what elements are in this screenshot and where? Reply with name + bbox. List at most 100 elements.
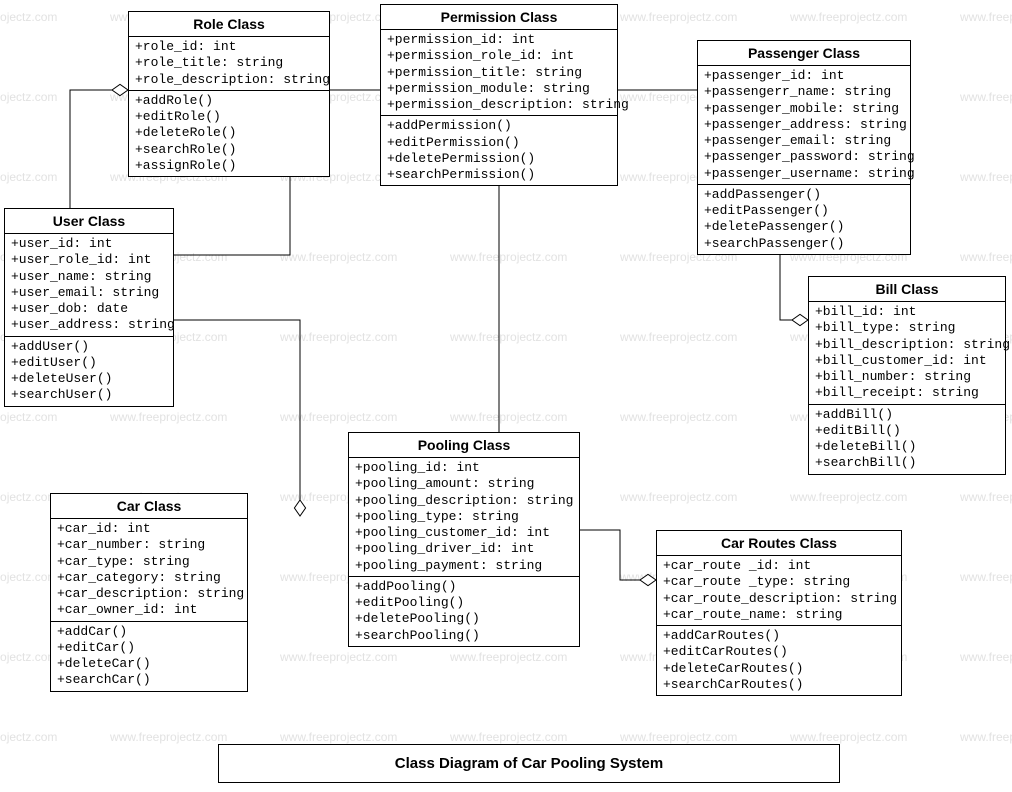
uml-class-car: Car Class+car_id: int+car_number: string… [50, 493, 248, 692]
watermark-text: www.freeprojectz.com [620, 330, 737, 344]
uml-op-row: +addUser() [11, 339, 167, 355]
uml-op-row: +searchPassenger() [704, 236, 904, 252]
uml-attr-row: +passenger_id: int [704, 68, 904, 84]
uml-attributes: +passenger_id: int+passengerr_name: stri… [698, 66, 910, 185]
uml-op-row: +editPermission() [387, 135, 611, 151]
uml-title: Car Routes Class [657, 531, 901, 556]
watermark-text: www.freeprojectz.com [280, 330, 397, 344]
watermark-text: www.freeprojectz.com [450, 250, 567, 264]
uml-attr-row: +user_address: string [11, 317, 167, 333]
watermark-text: www.freeprojectz.com [0, 90, 57, 104]
watermark-text: www.freeprojectz.com [0, 410, 57, 424]
uml-attr-row: +car_number: string [57, 537, 241, 553]
uml-operations: +addBill()+editBill()+deleteBill()+searc… [809, 405, 1005, 474]
uml-attr-row: +pooling_type: string [355, 509, 573, 525]
uml-op-row: +addRole() [135, 93, 323, 109]
uml-op-row: +deletePassenger() [704, 219, 904, 235]
uml-attr-row: +passenger_address: string [704, 117, 904, 133]
uml-attr-row: +car_route _type: string [663, 574, 895, 590]
watermark-text: www.freeprojectz.com [450, 410, 567, 424]
uml-op-row: +editUser() [11, 355, 167, 371]
watermark-text: www.freeprojectz.com [960, 10, 1012, 24]
uml-attr-row: +user_role_id: int [11, 252, 167, 268]
uml-class-permission: Permission Class+permission_id: int+perm… [380, 4, 618, 186]
uml-title: Role Class [129, 12, 329, 37]
uml-op-row: +deletePermission() [387, 151, 611, 167]
uml-class-role: Role Class+role_id: int+role_title: stri… [128, 11, 330, 177]
uml-attr-row: +bill_customer_id: int [815, 353, 999, 369]
watermark-text: www.freeprojectz.com [620, 10, 737, 24]
uml-attr-row: +role_description: string [135, 72, 323, 88]
uml-title: Permission Class [381, 5, 617, 30]
uml-attr-row: +pooling_payment: string [355, 558, 573, 574]
uml-attributes: +car_route _id: int+car_route _type: str… [657, 556, 901, 626]
uml-class-bill: Bill Class+bill_id: int+bill_type: strin… [808, 276, 1006, 475]
watermark-text: www.freeprojectz.com [960, 490, 1012, 504]
uml-attr-row: +user_email: string [11, 285, 167, 301]
uml-attr-row: +bill_description: string [815, 337, 999, 353]
uml-op-row: +editCar() [57, 640, 241, 656]
watermark-text: www.freeprojectz.com [0, 10, 57, 24]
uml-op-row: +deleteCar() [57, 656, 241, 672]
watermark-text: www.freeprojectz.com [960, 170, 1012, 184]
uml-operations: +addPermission()+editPermission()+delete… [381, 116, 617, 185]
uml-op-row: +assignRole() [135, 158, 323, 174]
uml-op-row: +addPooling() [355, 579, 573, 595]
watermark-text: www.freeprojectz.com [450, 730, 567, 744]
watermark-text: www.freeprojectz.com [960, 250, 1012, 264]
watermark-text: www.freeprojectz.com [960, 650, 1012, 664]
uml-attr-row: +pooling_driver_id: int [355, 541, 573, 557]
uml-attr-row: +permission_role_id: int [387, 48, 611, 64]
uml-attributes: +bill_id: int+bill_type: string+bill_des… [809, 302, 1005, 405]
watermark-text: www.freeprojectz.com [620, 410, 737, 424]
uml-title: User Class [5, 209, 173, 234]
uml-attr-row: +car_category: string [57, 570, 241, 586]
uml-class-routes: Car Routes Class+car_route _id: int+car_… [656, 530, 902, 696]
watermark-text: www.freeprojectz.com [280, 650, 397, 664]
uml-attr-row: +car_route_name: string [663, 607, 895, 623]
uml-attributes: +user_id: int+user_role_id: int+user_nam… [5, 234, 173, 337]
watermark-text: www.freeprojectz.com [0, 170, 57, 184]
uml-attr-row: +bill_id: int [815, 304, 999, 320]
uml-attr-row: +car_owner_id: int [57, 602, 241, 618]
watermark-text: www.freeprojectz.com [280, 250, 397, 264]
uml-op-row: +deletePooling() [355, 611, 573, 627]
watermark-text: www.freeprojectz.com [620, 730, 737, 744]
watermark-text: www.freeprojectz.com [960, 90, 1012, 104]
uml-title: Bill Class [809, 277, 1005, 302]
uml-attr-row: +passenger_email: string [704, 133, 904, 149]
watermark-text: www.freeprojectz.com [620, 490, 737, 504]
uml-operations: +addPooling()+editPooling()+deletePoolin… [349, 577, 579, 646]
uml-operations: +addCar()+editCar()+deleteCar()+searchCa… [51, 622, 247, 691]
uml-title: Passenger Class [698, 41, 910, 66]
uml-attr-row: +permission_id: int [387, 32, 611, 48]
uml-class-passenger: Passenger Class+passenger_id: int+passen… [697, 40, 911, 255]
uml-title: Car Class [51, 494, 247, 519]
watermark-text: www.freeprojectz.com [790, 10, 907, 24]
uml-operations: +addCarRoutes()+editCarRoutes()+deleteCa… [657, 626, 901, 695]
uml-attr-row: +role_id: int [135, 39, 323, 55]
watermark-text: www.freeprojectz.com [790, 490, 907, 504]
uml-op-row: +addBill() [815, 407, 999, 423]
uml-attr-row: +user_dob: date [11, 301, 167, 317]
uml-attr-row: +passenger_username: string [704, 166, 904, 182]
uml-attr-row: +bill_type: string [815, 320, 999, 336]
uml-operations: +addRole()+editRole()+deleteRole()+searc… [129, 91, 329, 176]
uml-op-row: +searchRole() [135, 142, 323, 158]
uml-op-row: +addPassenger() [704, 187, 904, 203]
uml-attr-row: +bill_receipt: string [815, 385, 999, 401]
caption-text: Class Diagram of Car Pooling System [395, 755, 663, 772]
watermark-text: www.freeprojectz.com [0, 570, 57, 584]
uml-attributes: +permission_id: int+permission_role_id: … [381, 30, 617, 116]
uml-op-row: +editBill() [815, 423, 999, 439]
uml-attr-row: +car_description: string [57, 586, 241, 602]
uml-op-row: +searchPooling() [355, 628, 573, 644]
uml-attr-row: +permission_description: string [387, 97, 611, 113]
diagram-caption: Class Diagram of Car Pooling System [218, 744, 840, 783]
uml-operations: +addUser()+editUser()+deleteUser()+searc… [5, 337, 173, 406]
uml-attr-row: +passenger_mobile: string [704, 101, 904, 117]
uml-title: Pooling Class [349, 433, 579, 458]
uml-attr-row: +user_id: int [11, 236, 167, 252]
uml-attributes: +car_id: int+car_number: string+car_type… [51, 519, 247, 622]
watermark-text: www.freeprojectz.com [450, 330, 567, 344]
